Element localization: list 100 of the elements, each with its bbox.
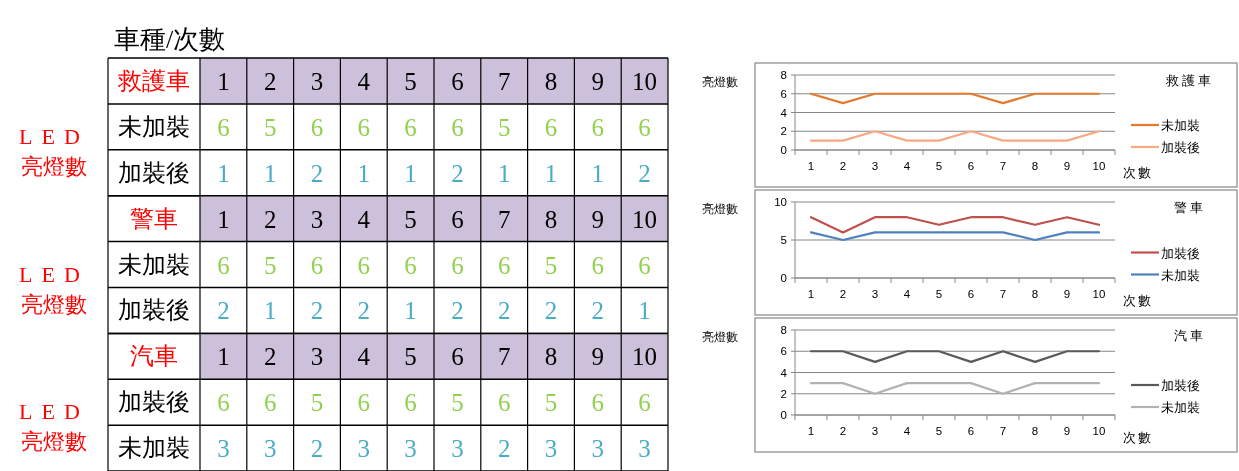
x-tick-label: 10 — [1092, 288, 1106, 300]
data-label: 5 — [497, 113, 511, 141]
x-tick-label: 4 — [357, 67, 371, 95]
legend-label: 加裝後 — [1161, 140, 1200, 155]
y-tick-label: 未加裝 — [118, 251, 190, 278]
x-tick-label: 8 — [1031, 288, 1039, 300]
x-tick-label: 6 — [451, 67, 464, 95]
text: LED 亮燈數 — [19, 261, 89, 317]
data-label: 6 — [217, 251, 230, 279]
data-label: 6 — [217, 113, 230, 141]
y-tick-label: 8 — [780, 324, 787, 336]
x-axis-title: 次數 — [1123, 431, 1153, 445]
x-tick-label: 5 — [935, 425, 943, 437]
data-label: 6 — [451, 113, 464, 141]
x-tick-label: 6 — [967, 160, 975, 172]
y-tick-label: 加裝後 — [118, 389, 190, 416]
legend-title: 警車 — [1174, 201, 1206, 215]
x-tick-label: 7 — [497, 205, 511, 233]
x-tick-label: 2 — [263, 205, 277, 233]
x-tick-label: 10 — [1092, 160, 1106, 172]
y-axis-title: 亮燈數 — [702, 330, 738, 344]
legend-label: 加裝後 — [1161, 245, 1200, 261]
x-tick-label: 9 — [591, 205, 605, 233]
x-tick-label: 3 — [310, 343, 324, 371]
x-axis-title: 次數 — [1123, 166, 1153, 180]
text: LED 亮燈數 — [19, 399, 89, 455]
x-tick-label: 7 — [999, 160, 1007, 172]
x-tick-label: 10 — [632, 343, 658, 371]
y-tick-label: 未加裝 — [118, 113, 190, 140]
x-tick-label: 1 — [217, 67, 230, 95]
data-label: 6 — [638, 113, 651, 141]
y-tick-label: 0 — [780, 144, 787, 156]
data-label: 5 — [310, 389, 324, 417]
x-tick-label: 2 — [839, 425, 847, 437]
data-label: 6 — [544, 113, 558, 141]
y-axis-title: 亮燈數 — [702, 202, 738, 216]
data-label: 6 — [310, 251, 324, 279]
data-label: 6 — [310, 113, 324, 141]
x-tick-label: 9 — [591, 67, 605, 95]
x-tick-label: 1 — [807, 160, 815, 172]
data-label: 5 — [544, 389, 558, 417]
x-tick-label: 4 — [903, 425, 911, 437]
x-tick-label: 4 — [903, 160, 911, 172]
x-tick-label: 10 — [1092, 425, 1106, 437]
data-label: 6 — [357, 113, 371, 141]
x-tick-label: 7 — [999, 425, 1007, 437]
x-tick-label: 5 — [404, 205, 417, 233]
x-tick-label: 4 — [357, 343, 371, 371]
x-tick-label: 8 — [544, 205, 558, 233]
chart-title: 警車 — [130, 205, 178, 232]
x-tick-label: 9 — [1063, 425, 1071, 437]
legend-title: 救護車 — [1165, 74, 1214, 88]
data-label: 6 — [497, 389, 511, 417]
data-label: 6 — [217, 389, 230, 417]
chart-title: 汽車 — [130, 343, 178, 370]
x-tick-label: 10 — [632, 67, 658, 95]
y-tick-label: 加裝後 — [118, 297, 190, 324]
legend-title: 汽車 — [1174, 329, 1206, 343]
x-tick-label: 3 — [871, 160, 879, 172]
x-tick-label: 8 — [1031, 425, 1039, 437]
data-label: 6 — [591, 389, 605, 417]
x-tick-label: 10 — [632, 205, 658, 233]
x-tick-label: 2 — [263, 67, 277, 95]
y-tick-label: 5 — [780, 234, 787, 246]
x-tick-label: 7 — [497, 343, 511, 371]
x-tick-label: 7 — [497, 67, 511, 95]
y-tick-label: 4 — [780, 106, 788, 119]
x-tick-label: 1 — [217, 343, 230, 371]
x-tick-label: 5 — [935, 288, 943, 300]
data-label: 6 — [497, 251, 511, 279]
y-axis-title: 亮燈數 — [702, 75, 738, 89]
y-tick-label: 未加裝 — [118, 435, 190, 462]
x-tick-label: 7 — [999, 288, 1007, 300]
data-label: 6 — [404, 389, 417, 417]
y-tick-label: 0 — [780, 272, 787, 284]
data-label: 6 — [591, 113, 605, 141]
x-tick-label: 2 — [839, 288, 847, 300]
y-tick-label: 2 — [780, 387, 787, 400]
x-tick-label: 9 — [1063, 160, 1071, 172]
data-label: 5 — [544, 251, 558, 279]
x-tick-label: 3 — [310, 67, 324, 95]
data-label: 6 — [263, 389, 277, 417]
x-tick-label: 8 — [544, 343, 558, 371]
x-tick-label: 4 — [903, 288, 911, 300]
x-tick-label: 1 — [807, 288, 815, 300]
x-tick-label: 6 — [451, 205, 464, 233]
data-label: 6 — [638, 389, 651, 417]
y-tick-label: 0 — [780, 409, 787, 421]
data-label: 6 — [638, 251, 651, 279]
x-tick-label: 6 — [967, 425, 975, 437]
data-label: 5 — [263, 113, 277, 141]
data-label: 6 — [404, 113, 417, 141]
data-label: 5 — [451, 389, 464, 417]
y-tick-label: 加裝後 — [118, 159, 190, 186]
x-tick-label: 5 — [404, 67, 417, 95]
data-label: 5 — [263, 251, 277, 279]
x-tick-label: 3 — [871, 288, 879, 300]
x-tick-label: 3 — [310, 205, 324, 233]
data-label: 6 — [357, 251, 371, 279]
x-tick-label: 1 — [217, 205, 230, 233]
